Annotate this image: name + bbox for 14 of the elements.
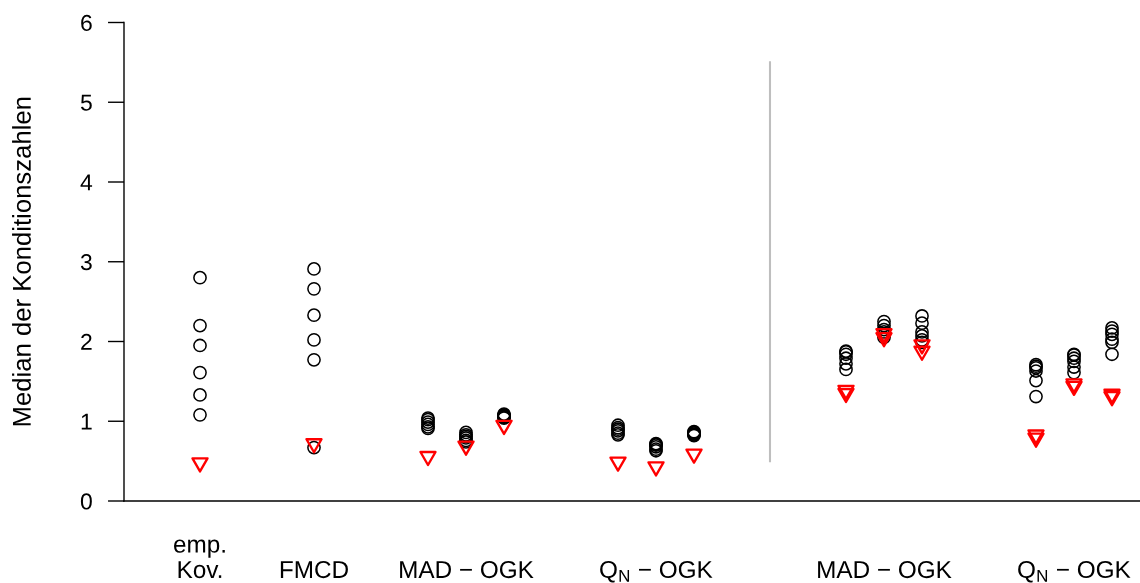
x-tick-label: MAD − OGK: [400, 560, 534, 579]
y-tick-label: 5: [80, 94, 92, 111]
x-tick-label: FMCD: [280, 560, 348, 579]
x-tick-label: Q$_{N}$ − OGK: [1018, 560, 1131, 583]
y-axis-title: Median der Konditionszahlen: [12, 97, 31, 426]
x-tick-label: Q$_{N}$ − OGK: [600, 560, 713, 583]
y-tick-label: 4: [80, 174, 93, 191]
y-tick-label: 6: [81, 14, 92, 32]
y-tick-label: 2: [81, 333, 92, 350]
y-tick-label: 3: [80, 254, 92, 271]
x-tick-label: emp. Kov.: [174, 539, 225, 579]
x-tick-label: MAD − OGK: [818, 560, 952, 579]
y-tick-label: 0: [80, 493, 92, 510]
y-tick-label: 1: [81, 413, 92, 430]
